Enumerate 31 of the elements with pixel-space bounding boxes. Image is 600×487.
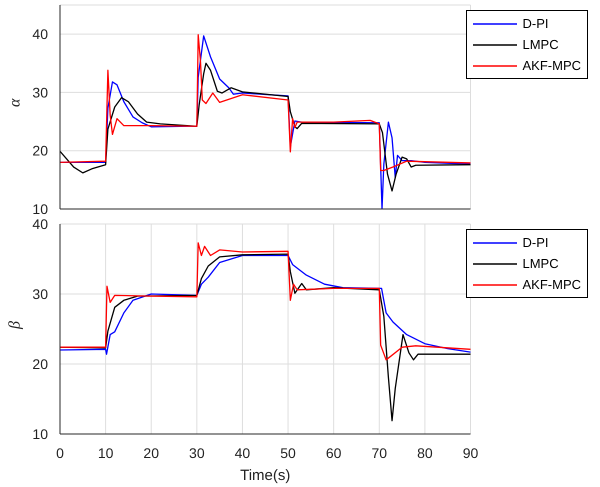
legend-label: D-PI [522, 16, 548, 31]
line-series [60, 62, 470, 192]
line-series [60, 254, 470, 355]
legend-label: LMPC [522, 256, 559, 271]
y-tick-label: 20 [32, 356, 48, 372]
line-series [60, 34, 470, 172]
x-axis-title: Time(s) [240, 467, 290, 484]
legend-label: D-PI [522, 235, 548, 250]
y-tick-label: 10 [32, 426, 48, 442]
y-tick-label: 40 [32, 216, 48, 232]
y-tick-label: 10 [32, 200, 48, 217]
y-tick-label: 20 [32, 142, 48, 159]
y-axis-title: β [6, 321, 24, 330]
legend-label: AKF-MPC [522, 277, 581, 292]
x-tick-label: 0 [56, 444, 64, 461]
line-series [60, 242, 470, 360]
y-tick-label: 30 [32, 286, 48, 302]
y-tick-label: 30 [32, 84, 48, 100]
y-tick-label: 40 [32, 26, 48, 42]
x-tick-label: 40 [234, 444, 250, 461]
legend-label: LMPC [522, 37, 559, 52]
x-tick-label: 80 [417, 444, 433, 461]
x-tick-label: 30 [189, 444, 205, 461]
x-tick-label: 70 [371, 444, 388, 461]
x-tick-label: 60 [326, 444, 342, 461]
x-tick-label: 50 [280, 444, 296, 461]
x-tick-label: 90 [462, 444, 478, 461]
y-axis-title: α [6, 98, 24, 107]
legend-label: AKF-MPC [522, 58, 581, 73]
x-tick-label: 10 [98, 444, 114, 461]
x-tick-label: 20 [143, 444, 160, 461]
